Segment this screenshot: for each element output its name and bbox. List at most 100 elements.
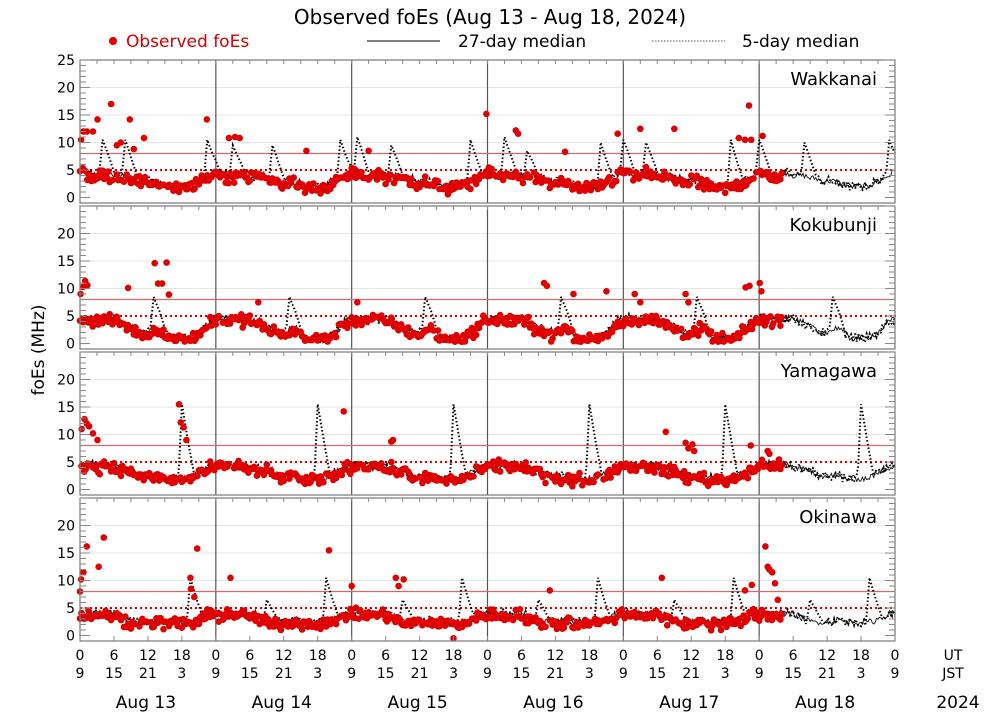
x-tick-label-ut: 6 <box>381 648 390 664</box>
panel-wakkanai: 0 5 10 15 20 25 Wakkanai <box>57 53 896 207</box>
observed-point <box>717 626 725 634</box>
observed-point <box>388 458 395 466</box>
x-tick-label-ut: 6 <box>109 648 118 664</box>
observed-point <box>777 175 784 183</box>
observed-point <box>770 320 777 327</box>
y-tick-label: 15 <box>57 546 75 562</box>
observed-point <box>637 125 644 133</box>
observed-point <box>386 171 394 178</box>
x-tick-label-jst: 21 <box>682 666 700 682</box>
observed-point <box>419 479 426 487</box>
x-tick-label-jst: 9 <box>483 666 492 682</box>
observed-point <box>574 475 582 483</box>
observed-point <box>279 472 286 479</box>
y-tick-label: 0 <box>66 337 75 353</box>
observed-point <box>741 587 749 594</box>
date-label: Aug 17 <box>659 693 719 713</box>
observed-point <box>496 468 504 475</box>
observed-point <box>338 471 346 479</box>
observed-point <box>177 419 184 426</box>
observed-point <box>183 436 190 444</box>
observed-point <box>566 614 573 622</box>
date-label: Aug 14 <box>252 693 312 713</box>
observed-point <box>332 620 340 628</box>
observed-point <box>671 125 678 133</box>
observed-point <box>515 175 522 182</box>
observed-point <box>618 606 626 613</box>
observed-point <box>470 473 477 480</box>
observed-point <box>236 134 243 142</box>
observed-point <box>180 424 187 431</box>
observed-point <box>240 169 248 176</box>
observed-point <box>649 319 657 327</box>
x-tick-label-jst: 3 <box>585 666 594 682</box>
observed-point <box>225 134 233 142</box>
y-tick-label: 20 <box>57 373 75 389</box>
observed-point <box>150 623 157 631</box>
observed-point <box>777 322 784 330</box>
observed-point <box>83 128 91 135</box>
legend-label-5day: 5-day median <box>742 32 859 52</box>
x-tick-label-jst: 3 <box>177 666 186 682</box>
observed-point <box>661 464 668 471</box>
x-axis: 0 9 6 15 12 21 18 3 0 9 6 15 12 21 18 3 0 9 6 15 12 21 18 3 0 9 6 1… <box>76 636 980 713</box>
x-tick-label-ut: 6 <box>789 648 798 664</box>
observed-point <box>532 178 539 186</box>
observed-point <box>762 543 769 550</box>
x-tick-label-ut: 18 <box>580 648 598 664</box>
observed-point <box>707 328 715 335</box>
observed-point <box>160 625 167 633</box>
observed-point <box>768 569 776 576</box>
observed-point <box>339 466 347 474</box>
observed-point <box>758 456 766 464</box>
observed-point <box>682 290 689 298</box>
observed-point <box>178 624 186 631</box>
observed-point <box>246 177 254 184</box>
observed-point <box>89 323 96 330</box>
observed-point <box>605 173 613 181</box>
observed-point <box>467 185 474 193</box>
observed-point <box>175 401 183 408</box>
observed-point <box>254 299 262 306</box>
x-tick-label-jst: 15 <box>377 666 395 682</box>
x-tick-label-jst: 21 <box>547 666 565 682</box>
y-axis-label: foEs (MHz) <box>29 304 49 395</box>
legend-marker-observed <box>109 37 117 45</box>
observed-point <box>735 134 743 142</box>
x-tick-label-ut: 18 <box>309 648 327 664</box>
observed-point <box>286 475 293 483</box>
observed-point <box>713 331 720 339</box>
observed-point <box>434 178 442 185</box>
observed-point <box>141 173 149 181</box>
x-tick-label-ut: 12 <box>139 648 157 664</box>
observed-point <box>522 459 529 466</box>
x-tick-label-jst: 15 <box>648 666 666 682</box>
observed-point <box>94 436 101 444</box>
x-tick-label-jst: 15 <box>241 666 259 682</box>
observed-point <box>348 582 356 590</box>
x-tick-label-jst: 9 <box>211 666 220 682</box>
observed-point <box>106 310 113 318</box>
station-label: Wakkanai <box>790 69 877 90</box>
observed-point <box>270 323 278 330</box>
observed-point <box>290 174 298 181</box>
series-observed-foes <box>78 401 786 490</box>
observed-point <box>514 130 522 137</box>
x-tick-label-ut: 0 <box>483 648 492 664</box>
y-tick-label: 20 <box>57 519 75 535</box>
y-tick-label: 25 <box>57 53 75 69</box>
x-row-label-ut: UT <box>944 648 963 664</box>
observed-point <box>163 259 170 266</box>
series-observed-foes <box>76 100 786 198</box>
observed-point <box>532 324 539 332</box>
observed-point <box>392 574 400 582</box>
observed-point <box>465 620 473 627</box>
observed-point <box>700 469 708 477</box>
observed-point <box>158 280 166 287</box>
observed-point <box>685 479 692 487</box>
observed-point <box>405 324 412 331</box>
observed-point <box>347 470 354 478</box>
observed-point <box>430 182 438 190</box>
observed-point <box>542 479 549 487</box>
observed-point <box>146 469 153 477</box>
